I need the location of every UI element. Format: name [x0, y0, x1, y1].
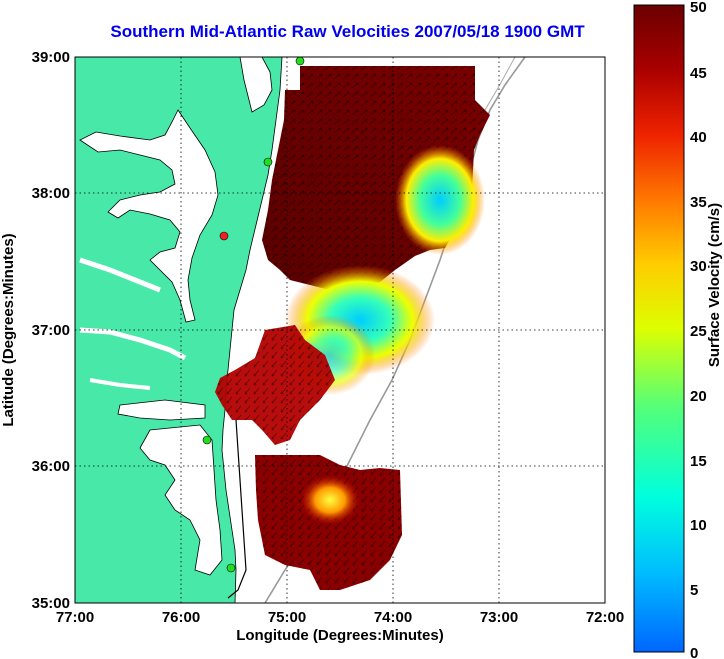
- colorbar: [633, 4, 685, 653]
- colorbar-tick-label: 45: [690, 65, 707, 82]
- chesapeake-bay: [79, 109, 219, 323]
- colorbar-tick-label: 30: [690, 258, 707, 275]
- grid-lines: [75, 57, 605, 603]
- station-marker: [226, 563, 236, 573]
- colorbar-tick-label: 15: [690, 453, 707, 470]
- y-tick-label: 37:00: [32, 322, 70, 339]
- x-tick-label: 76:00: [162, 609, 200, 626]
- river: [79, 257, 161, 293]
- x-axis-label: Longitude (Degrees:Minutes): [236, 627, 444, 644]
- x-axis-ticks: 77:00 76:00 75:00 74:00 73:00 72:00: [56, 609, 624, 626]
- colorbar-label: Surface Velocity (cm/s): [706, 203, 723, 367]
- y-tick-label: 36:00: [32, 458, 70, 475]
- colorbar-ticks: 50 45 40 35 30 25 20 15 10 5 0: [690, 0, 707, 659]
- y-axis-ticks: 39:00 38:00 37:00 36:00 35:00: [32, 49, 70, 612]
- colorbar-tick-label: 10: [690, 517, 707, 534]
- x-tick-label: 75:00: [268, 609, 306, 626]
- x-tick-label: 77:00: [56, 609, 94, 626]
- x-tick-label: 74:00: [374, 609, 412, 626]
- colorbar-tick-label: 50: [690, 0, 707, 16]
- station-marker: [219, 231, 229, 241]
- colorbar-tick-label: 0: [690, 645, 698, 659]
- colorbar-tick-label: 35: [690, 194, 707, 211]
- delaware-bay: [239, 57, 273, 113]
- colorbar-tick-label: 5: [690, 582, 698, 599]
- station-marker: [202, 435, 212, 445]
- y-tick-label: 39:00: [32, 49, 70, 66]
- colorbar-tick-label: 25: [690, 323, 707, 340]
- y-axis-label: Latitude (Degrees:Minutes): [0, 233, 17, 426]
- barrier-island: [227, 419, 247, 599]
- map-title: Southern Mid-Atlantic Raw Velocities 200…: [110, 22, 585, 41]
- velocity-field-middle-fill: [215, 325, 335, 445]
- station-marker: [263, 157, 273, 167]
- river: [79, 327, 187, 361]
- low-speed-core: [300, 475, 360, 525]
- x-tick-label: 72:00: [586, 609, 624, 626]
- low-speed-core: [395, 145, 485, 255]
- albemarle-sound: [117, 399, 206, 421]
- y-tick-label: 38:00: [32, 185, 70, 202]
- colorbar-tick-label: 40: [690, 129, 707, 146]
- plot-frame: [74, 56, 606, 604]
- pamlico-sound: [139, 424, 223, 576]
- colorbar-tick-label: 20: [690, 388, 707, 405]
- x-tick-label: 73:00: [480, 609, 518, 626]
- river: [89, 378, 151, 390]
- station-marker: [295, 57, 305, 66]
- y-tick-label: 35:00: [32, 595, 70, 612]
